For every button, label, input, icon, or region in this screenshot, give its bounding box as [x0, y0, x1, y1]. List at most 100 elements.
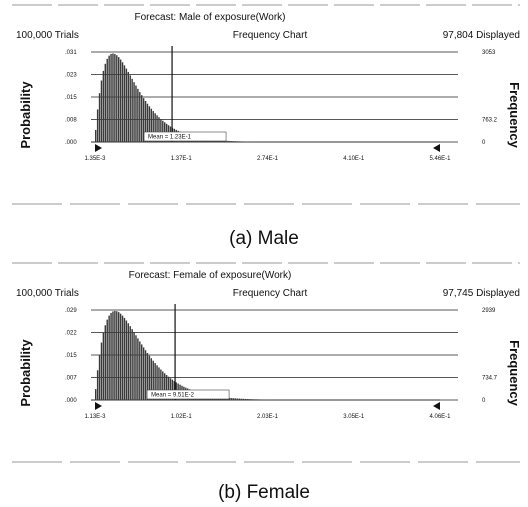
histogram-bar [167, 376, 170, 400]
histogram-bar [242, 141, 245, 142]
histogram-bar [142, 347, 145, 400]
y-axis-label-right: Frequency [507, 340, 522, 407]
histogram-bar [165, 375, 168, 400]
histogram-bar [121, 62, 124, 142]
x-tick-label: 2.74E-1 [257, 156, 279, 162]
histogram-bar [116, 55, 118, 143]
histogram-bar [139, 92, 141, 142]
histogram-bar [236, 398, 239, 400]
histogram-bar [158, 117, 160, 142]
histogram-bar [127, 71, 130, 142]
x-tick-label: 1.02E-1 [171, 414, 193, 420]
histogram-bar [137, 88, 139, 142]
histogram-bar [139, 341, 141, 400]
y-axis-label-right: Frequency [507, 82, 522, 149]
histogram-bar [240, 141, 243, 142]
histogram-bar [133, 82, 135, 142]
histogram-bar [254, 399, 256, 400]
chart-panel-female: Forecast: Female of exposure(Work) 100,0… [0, 258, 528, 468]
y-tick-label: .022 [65, 331, 77, 337]
y-axis-label: Probability [18, 81, 33, 149]
histogram-bar [144, 100, 147, 142]
histogram-bar [238, 141, 241, 142]
histogram-bar [152, 111, 154, 142]
histogram-bar [133, 332, 135, 400]
range-marker-left [95, 144, 102, 152]
histogram-bar [108, 55, 110, 142]
histogram-bar [106, 58, 108, 142]
y-tick-label-right: 3053 [482, 50, 496, 56]
histogram-bar [234, 141, 237, 142]
histogram-bar [162, 371, 164, 400]
histogram-bar [102, 332, 105, 400]
histogram-bar [142, 98, 145, 142]
histogram-bar [96, 109, 99, 142]
displayed-label: 97,745 Displayed [443, 288, 520, 299]
histogram-bar [100, 342, 103, 400]
histogram-bar [108, 315, 110, 400]
histogram-bar [246, 398, 248, 400]
x-tick-label: 1.13E-3 [84, 414, 106, 420]
histogram-bar [229, 397, 231, 400]
histogram-bar [98, 93, 101, 142]
histogram-bar [146, 103, 149, 142]
chart-panel-male: Forecast: Male of exposure(Work) 100,000… [0, 0, 528, 210]
chart-subtitle: Frequency Chart [233, 30, 308, 41]
histogram-bar [112, 53, 114, 142]
histogram-bar [244, 398, 246, 400]
histogram-bar [104, 325, 107, 400]
mean-label: Mean = 9.51E-2 [151, 393, 195, 399]
histogram-bar [231, 398, 233, 400]
y-tick-label: .008 [65, 118, 77, 124]
histogram-bar [148, 106, 151, 142]
x-tick-label: 5.46E-1 [429, 156, 451, 162]
mean-box [143, 131, 227, 142]
y-axis-label: Probability [18, 339, 33, 407]
chart-male: Forecast: Male of exposure(Work) 100,000… [12, 4, 522, 205]
x-tick-label: 4.10E-1 [343, 156, 365, 162]
caption-female: (b) Female [218, 482, 310, 503]
histogram-bar [137, 338, 139, 400]
histogram-bar [150, 358, 153, 400]
histogram-bar [236, 141, 239, 142]
histogram-bar [116, 311, 118, 400]
x-tick-label: 1.35E-3 [84, 156, 106, 162]
mean-box [146, 389, 230, 400]
histogram-bar [125, 68, 128, 142]
histogram-bar [123, 317, 126, 400]
histogram-bar [119, 313, 122, 400]
y-tick-label: .007 [65, 376, 77, 382]
x-tick-label: 4.06E-1 [429, 414, 451, 420]
histogram-bar [110, 53, 112, 142]
histogram-bar [158, 367, 160, 400]
histogram-bar [98, 354, 101, 400]
histogram-bar [135, 335, 137, 400]
histogram-bar [162, 120, 164, 142]
histogram-bar [110, 312, 112, 400]
chart-title: Forecast: Male of exposure(Work) [135, 12, 286, 23]
y-tick-label: .023 [65, 73, 77, 79]
histogram-bar [252, 399, 254, 400]
histogram-bar [154, 113, 156, 142]
histogram-bar [141, 344, 143, 400]
histogram-bar [104, 63, 107, 142]
histogram-bar [119, 59, 122, 142]
histogram-bar [118, 312, 120, 400]
range-marker-left [95, 402, 102, 410]
histogram-bar [233, 398, 235, 400]
histogram-bar [164, 373, 166, 400]
x-tick-label: 3.05E-1 [343, 414, 365, 420]
trials-label: 100,000 Trials [16, 288, 79, 299]
histogram-bar [244, 141, 246, 142]
histogram-bar [146, 352, 149, 400]
histogram-bar [135, 85, 137, 142]
histogram-bar [152, 360, 154, 400]
histogram-bar [257, 399, 260, 400]
trials-label: 100,000 Trials [16, 30, 79, 41]
histogram-bar [240, 398, 243, 400]
histogram-bar [150, 108, 153, 142]
histogram-bar [154, 363, 156, 400]
histogram-bar [102, 70, 105, 142]
histogram-bar [169, 378, 172, 400]
histogram-bar [223, 140, 225, 142]
